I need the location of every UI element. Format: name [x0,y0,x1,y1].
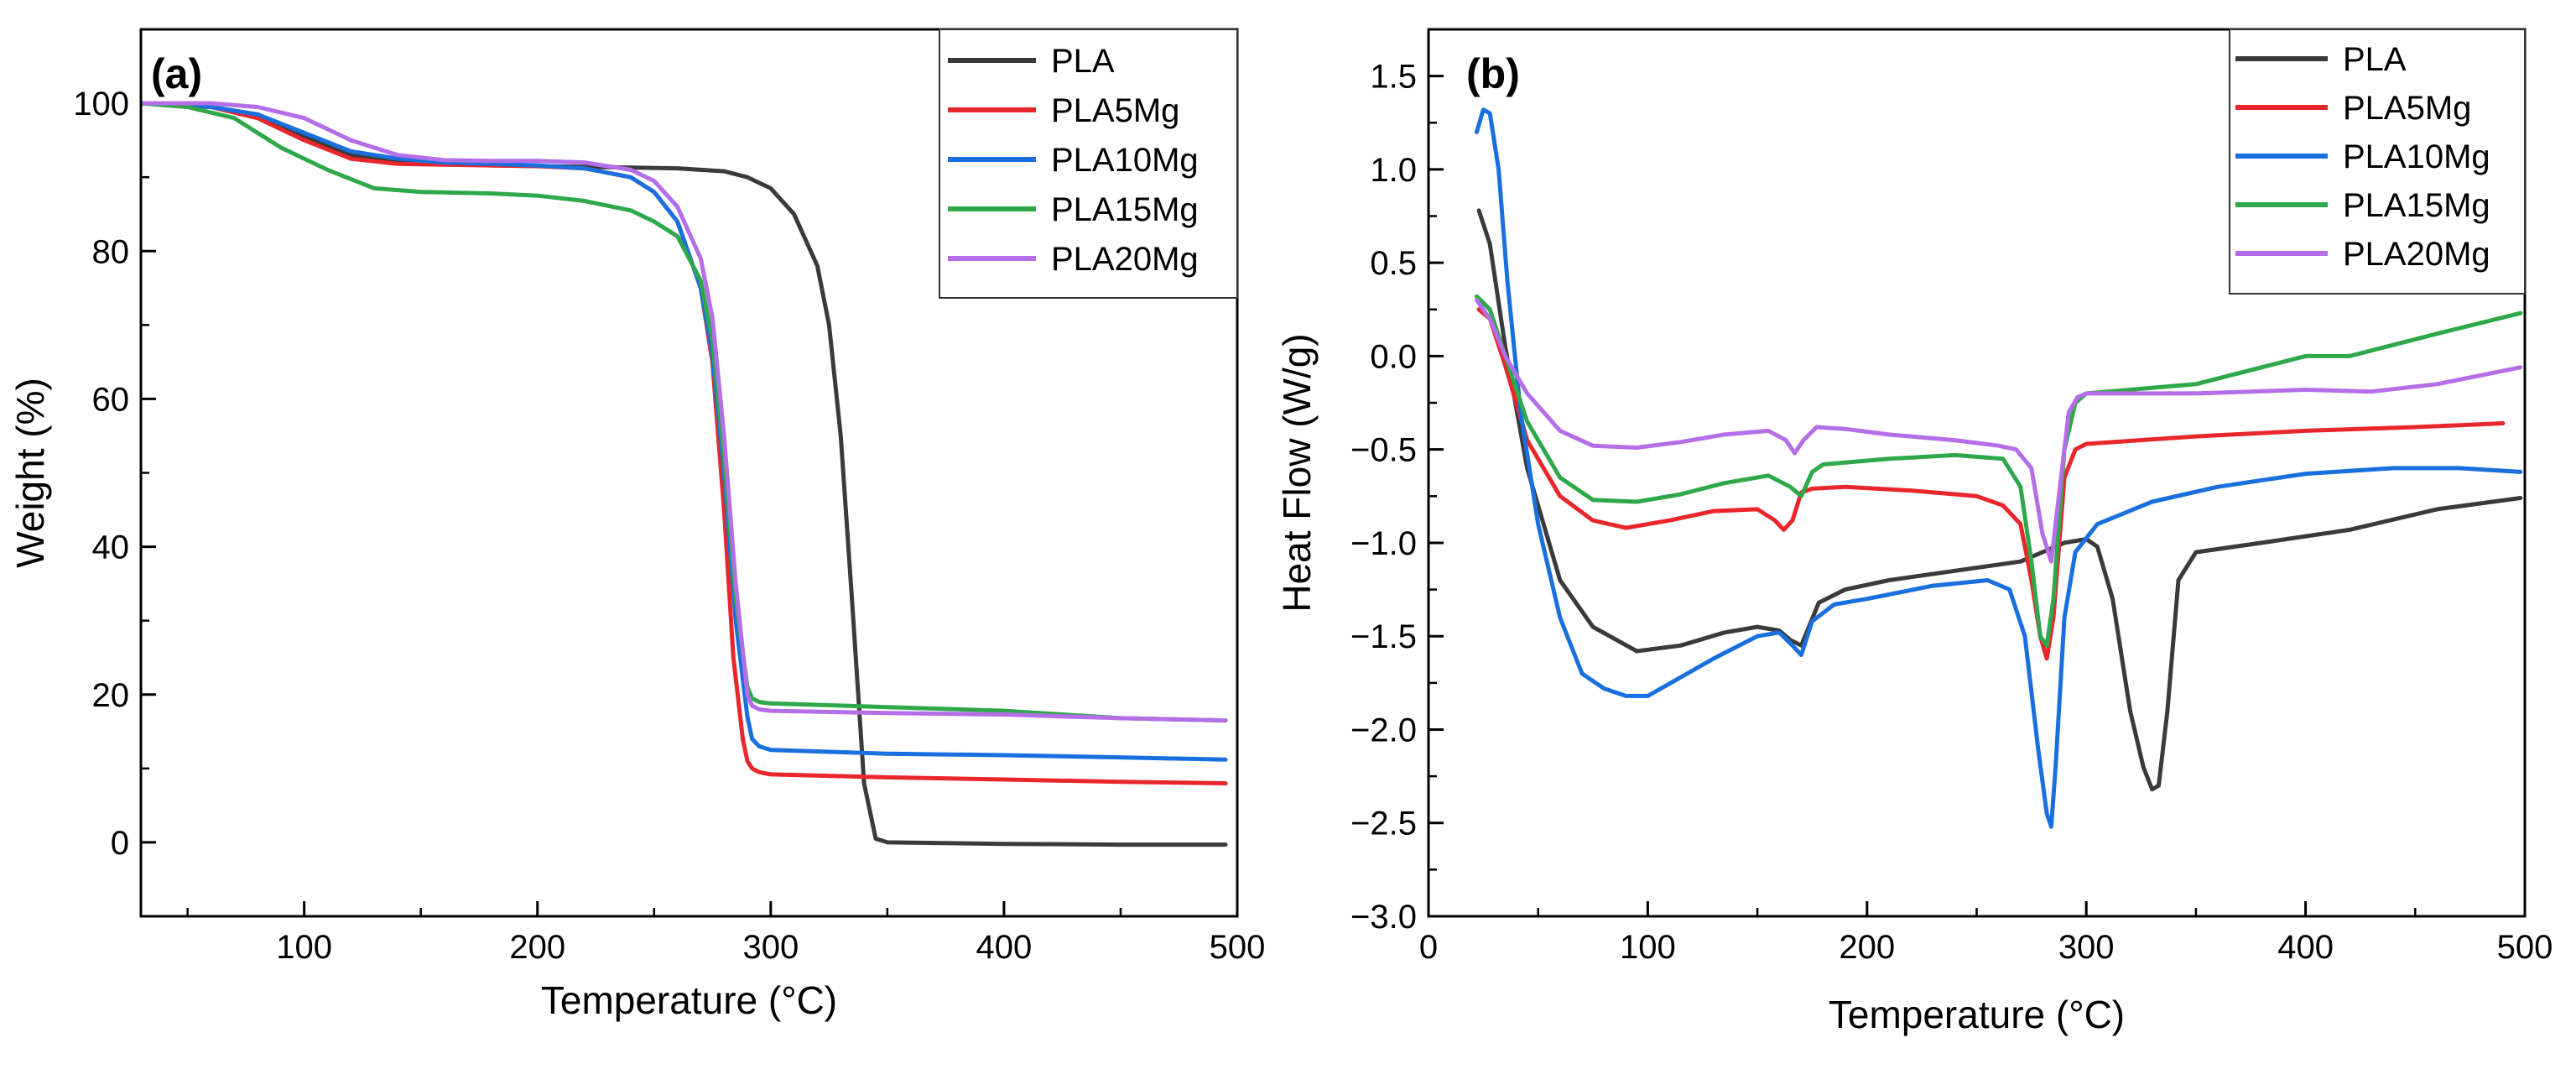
plot-frame [1427,28,2527,918]
x-tick-label: 300 [742,929,799,966]
y-tick-label: −0.5 [1350,432,1417,469]
x-tick-label: 500 [1210,929,1266,966]
legend: PLA PLA5Mg PLA10Mg PLA15Mg PLA20Mg [939,29,1238,299]
legend-label-pla10mg: PLA10Mg [2343,138,2490,175]
legend-box [939,29,1238,299]
x-tick-label: 300 [2058,929,2115,966]
panel-label: (a) [151,50,202,97]
x-tick-label: 100 [1620,929,1676,966]
y-axis-title: Heat Flow (W/g) [1275,333,1319,612]
x-tick-label: 400 [976,929,1033,966]
y-tick-label: 1.5 [1370,59,1417,96]
legend-label-pla15mg: PLA15Mg [1051,191,1199,228]
series-line-pla [141,101,1228,847]
legend-label-pla5mg: PLA5Mg [2343,90,2471,127]
series-line-pla15mg [141,101,1228,723]
y-tick-label: 0 [111,825,129,862]
y-tick-label: 1.0 [1370,152,1417,189]
chart-panel-2: 0 100 200 300 400 500 −3.0 −2.5 −2.0 −1.5 −1.0 −0.5… [1275,28,2553,1036]
y-tick-label: 0.0 [1370,338,1417,375]
legend-box [2229,29,2526,295]
legend-label-pla20mg: PLA20Mg [2343,236,2490,273]
legend-label-pla20mg: PLA20Mg [1051,241,1199,278]
x-axis-title: Temperature (°C) [541,978,837,1022]
legend-label-pla: PLA [1051,43,1115,80]
plot-frame [139,28,1239,918]
y-tick-label: 40 [92,529,130,566]
y-tick-label: 20 [92,677,130,714]
series-line-pla [1476,208,2523,792]
y-tick-label: 80 [92,233,130,270]
y-tick-label: −2.5 [1350,806,1417,842]
x-tick-label: 400 [2277,929,2334,966]
y-tick-label: 100 [73,86,129,123]
y-tick-label: −2.0 [1350,712,1417,748]
legend-label-pla5mg: PLA5Mg [1051,92,1179,129]
legend: PLA PLA5Mg PLA10Mg PLA15Mg PLA20Mg [2229,29,2526,295]
legend-label-pla: PLA [2343,41,2407,78]
series-line-pla20mg [1475,298,2523,564]
y-tick-label: 60 [92,381,130,418]
series-line-pla10mg [141,101,1228,762]
x-axis-title: Temperature (°C) [1829,993,2125,1036]
x-tick-label: 200 [509,929,565,966]
y-tick-label: 0.5 [1370,245,1417,282]
y-axis-title: Weight (%) [8,378,52,568]
series-line-pla20mg [141,101,1228,723]
legend-label-pla10mg: PLA10Mg [1051,142,1199,179]
x-tick-label: 100 [276,929,332,966]
y-tick-label: −1.5 [1350,618,1417,655]
series-line-pla5mg [1476,307,2506,661]
y-tick-label: −3.0 [1350,899,1417,936]
legend-label-pla15mg: PLA15Mg [2343,187,2490,224]
panel-label: (b) [1466,50,1520,97]
x-tick-label: 500 [2497,929,2553,966]
chart-panel-1: 100 200 300 400 500 0 20 40 60 80 100 PLA PLA5Mg PLA1… [8,28,1266,1022]
y-tick-label: −1.0 [1350,525,1417,562]
series-line-pla10mg [1475,107,2523,829]
x-tick-label: 200 [1839,929,1895,966]
x-tick-label: 0 [1419,929,1438,966]
